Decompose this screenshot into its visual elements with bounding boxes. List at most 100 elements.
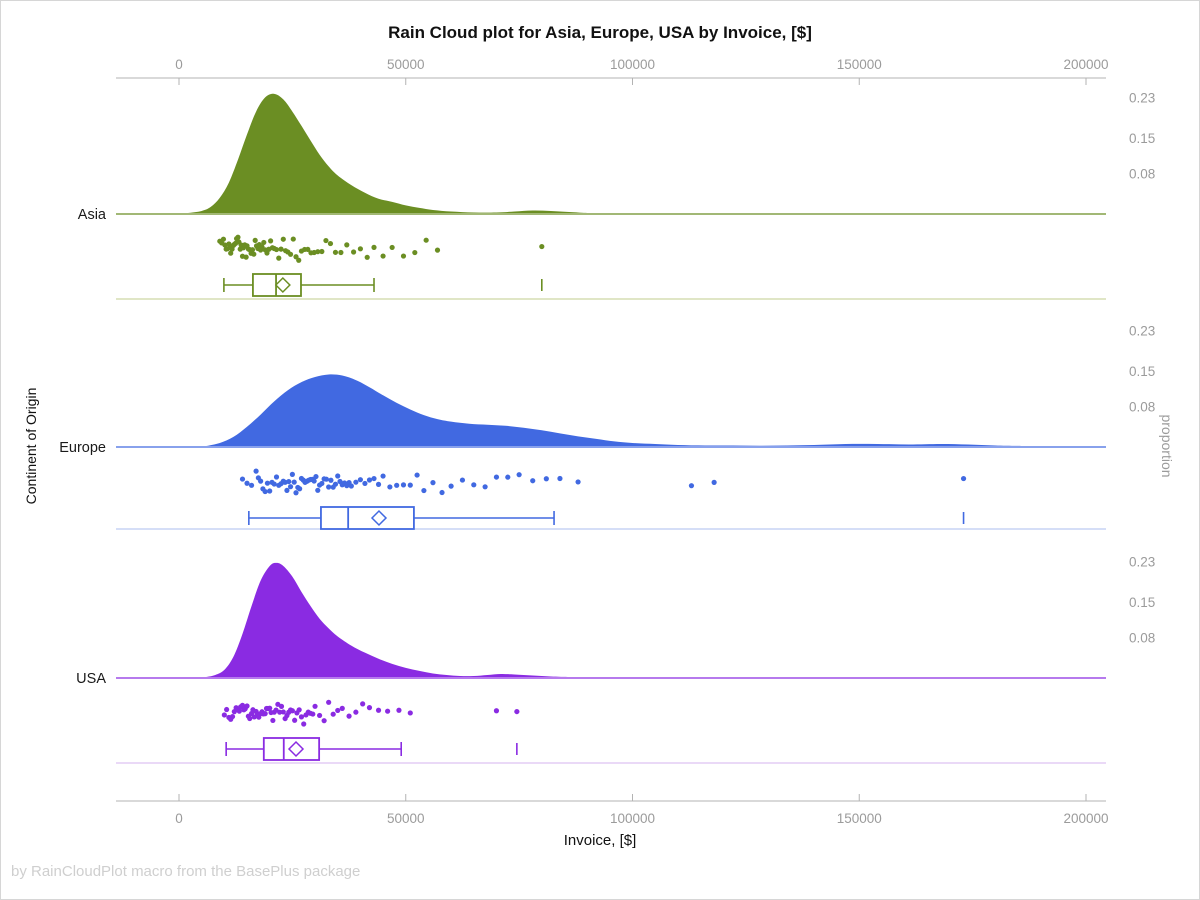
rain-point-asia	[332, 249, 339, 255]
x-axis-bottom-tick-label: 0	[175, 811, 183, 826]
rain-point-europe	[284, 487, 290, 494]
rain-point-europe	[332, 481, 339, 487]
rain-point-usa	[244, 703, 250, 709]
rain-point-asia	[423, 237, 429, 243]
footnote: by RainCloudPlot macro from the BasePlus…	[11, 863, 361, 880]
proportion-tick-label: 0.23	[1129, 90, 1155, 105]
rain-point-europe	[371, 475, 377, 482]
rain-point-europe	[335, 473, 341, 479]
rain-point-europe	[286, 478, 292, 485]
rain-point-asia	[235, 234, 241, 240]
rain-point-usa	[298, 714, 305, 720]
rain-point-europe	[357, 477, 363, 483]
proportion-tick-label: 0.23	[1129, 323, 1155, 338]
x-axis-bottom-tick-label: 50000	[387, 811, 425, 826]
rain-point-asia	[261, 239, 267, 246]
rain-point-usa	[321, 718, 327, 724]
rain-point-asia	[344, 242, 350, 248]
chart-title: Rain Cloud plot for Asia, Europe, USA by…	[388, 23, 812, 42]
rain-point-usa	[310, 711, 316, 717]
proportion-tick-label: 0.15	[1129, 364, 1155, 379]
rain-point-europe	[688, 483, 695, 489]
rain-point-usa	[229, 713, 236, 720]
rain-point-europe	[271, 481, 277, 487]
rain-point-europe	[394, 482, 400, 488]
rain-point-usa	[247, 715, 253, 722]
rain-point-europe	[960, 475, 967, 482]
mean-diamond	[287, 740, 305, 758]
rain-point-usa	[385, 708, 391, 714]
rain-point-europe	[471, 482, 477, 488]
rain-point-europe	[289, 471, 295, 477]
rain-point-usa	[396, 707, 402, 713]
category-label-usa: USA	[76, 671, 106, 687]
rain-point-usa	[312, 703, 318, 709]
proportion-tick-label: 0.08	[1129, 399, 1155, 414]
rain-point-usa	[360, 701, 366, 707]
rain-point-usa	[296, 707, 302, 713]
rain-point-europe	[248, 482, 255, 488]
rain-point-europe	[530, 478, 536, 484]
rain-point-usa	[407, 710, 413, 716]
rain-point-europe	[516, 472, 522, 478]
proportion-tick-label: 0.15	[1129, 131, 1155, 146]
rain-point-europe	[362, 480, 368, 487]
rain-point-asia	[323, 237, 329, 244]
rain-point-asia	[400, 253, 407, 259]
rain-point-usa	[278, 703, 285, 709]
rain-point-usa	[353, 709, 359, 715]
rain-point-asia	[434, 247, 441, 253]
rain-point-europe	[244, 480, 250, 486]
rain-point-usa	[339, 705, 345, 711]
rain-point-asia	[389, 244, 395, 251]
x-axis-bottom-tick-label: 150000	[837, 811, 882, 826]
rain-point-europe	[407, 482, 413, 488]
rain-point-asia	[280, 236, 286, 242]
box-europe	[320, 506, 415, 530]
rain-point-europe	[328, 477, 334, 483]
rain-point-europe	[297, 486, 303, 492]
rain-point-asia	[222, 242, 228, 248]
rain-point-asia	[371, 244, 377, 250]
rain-point-europe	[366, 477, 373, 483]
rain-point-asia	[357, 246, 363, 252]
rain-point-europe	[273, 474, 280, 480]
proportion-tick-label: 0.23	[1129, 554, 1155, 569]
density-europe	[206, 374, 1023, 446]
x-axis-top-tick-label: 200000	[1063, 57, 1108, 72]
rain-point-europe	[575, 479, 581, 485]
rain-point-asia	[327, 240, 334, 247]
right-axis-title: proportion	[1159, 414, 1175, 478]
rain-point-europe	[293, 490, 299, 496]
proportion-tick-label: 0.08	[1129, 166, 1155, 181]
rain-point-europe	[439, 489, 445, 496]
rain-point-europe	[311, 478, 317, 484]
rain-point-usa	[280, 709, 286, 715]
rain-point-asia	[249, 247, 256, 253]
rain-point-europe	[387, 484, 393, 490]
category-label-europe: Europe	[59, 440, 106, 456]
rain-point-usa	[375, 707, 382, 713]
mean-diamond	[274, 276, 291, 294]
rain-point-europe	[291, 479, 297, 485]
density-usa	[206, 562, 570, 677]
rain-point-asia	[276, 255, 282, 261]
y-axis-title: Continent of Origin	[23, 387, 39, 505]
rain-point-asia	[412, 249, 418, 256]
rain-point-europe	[258, 478, 264, 484]
rain-point-asia	[268, 238, 274, 244]
rain-point-usa	[316, 712, 323, 719]
rain-point-usa	[289, 708, 295, 714]
rain-point-europe	[319, 480, 325, 487]
rain-point-asia	[364, 254, 370, 260]
x-axis-title: Invoice, [$]	[563, 832, 637, 849]
rain-point-usa	[221, 712, 227, 718]
rain-point-asia	[251, 251, 257, 257]
rain-point-europe	[711, 479, 717, 485]
rain-point-europe	[400, 482, 407, 488]
rain-point-europe	[414, 472, 420, 478]
rain-point-europe	[430, 480, 436, 486]
rain-point-asia	[315, 249, 321, 255]
